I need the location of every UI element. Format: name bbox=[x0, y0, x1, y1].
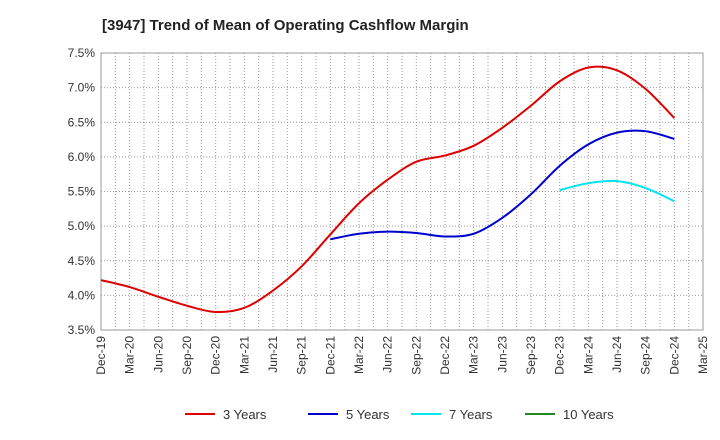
x-tick-label: Mar-20 bbox=[123, 336, 137, 374]
x-tick-label: Mar-22 bbox=[352, 336, 366, 374]
x-axis: Dec-19 Mar-20 Jun-20 Sep-20 Dec-20 Mar-21 Jun-… bbox=[94, 336, 710, 375]
grid bbox=[100, 52, 704, 331]
x-tick-label: Mar-23 bbox=[467, 336, 481, 374]
x-tick-label: Mar-25 bbox=[696, 336, 710, 374]
chart-title: [3947] Trend of Mean of Operating Cashfl… bbox=[102, 17, 469, 34]
x-tick-label: Sep-21 bbox=[295, 336, 309, 375]
x-tick-label: Sep-22 bbox=[409, 336, 423, 375]
x-tick-label: Jun-22 bbox=[381, 336, 395, 373]
series-layer bbox=[100, 65, 676, 314]
x-tick-label: Dec-19 bbox=[94, 336, 108, 375]
x-tick-label: Dec-21 bbox=[323, 336, 337, 375]
y-tick-label: 7.5% bbox=[68, 46, 96, 60]
x-tick-label: Sep-20 bbox=[180, 336, 194, 375]
y-tick-label: 4.0% bbox=[68, 288, 96, 302]
legend-label-5-years: 5 Years bbox=[346, 407, 390, 422]
x-tick-label: Dec-23 bbox=[553, 336, 567, 375]
y-tick-label: 7.0% bbox=[68, 81, 96, 95]
x-tick-label: Dec-24 bbox=[667, 336, 681, 375]
x-tick-label: Mar-21 bbox=[237, 336, 251, 374]
y-tick-label: 5.0% bbox=[68, 219, 96, 233]
x-tick-label: Mar-24 bbox=[581, 336, 595, 374]
x-tick-label: Jun-23 bbox=[495, 336, 509, 373]
series-line-3-years bbox=[100, 65, 676, 314]
y-tick-label: 4.5% bbox=[68, 254, 96, 268]
legend: 3 Years 5 Years 7 Years 10 Years bbox=[185, 407, 614, 422]
y-tick-label: 6.5% bbox=[68, 115, 96, 129]
x-tick-label: Dec-22 bbox=[438, 336, 452, 375]
x-tick-label: Dec-20 bbox=[209, 336, 223, 375]
y-tick-label: 3.5% bbox=[68, 323, 96, 337]
legend-label-10-years: 10 Years bbox=[563, 407, 614, 422]
x-tick-label: Jun-20 bbox=[151, 336, 165, 373]
series-line-5-years bbox=[330, 129, 675, 241]
legend-label-3-years: 3 Years bbox=[223, 407, 267, 422]
y-tick-label: 5.5% bbox=[68, 185, 96, 199]
series-line-7-years bbox=[559, 179, 675, 203]
x-tick-label: Sep-23 bbox=[524, 336, 538, 375]
x-tick-label: Sep-24 bbox=[639, 336, 653, 375]
y-axis: 3.5% 4.0% 4.5% 5.0% 5.5% 6.0% 6.5% 7.0% 7.5% bbox=[68, 46, 96, 337]
y-tick-label: 6.0% bbox=[68, 150, 96, 164]
x-tick-label: Jun-21 bbox=[266, 336, 280, 373]
legend-label-7-years: 7 Years bbox=[449, 407, 493, 422]
x-tick-label: Jun-24 bbox=[610, 336, 624, 373]
